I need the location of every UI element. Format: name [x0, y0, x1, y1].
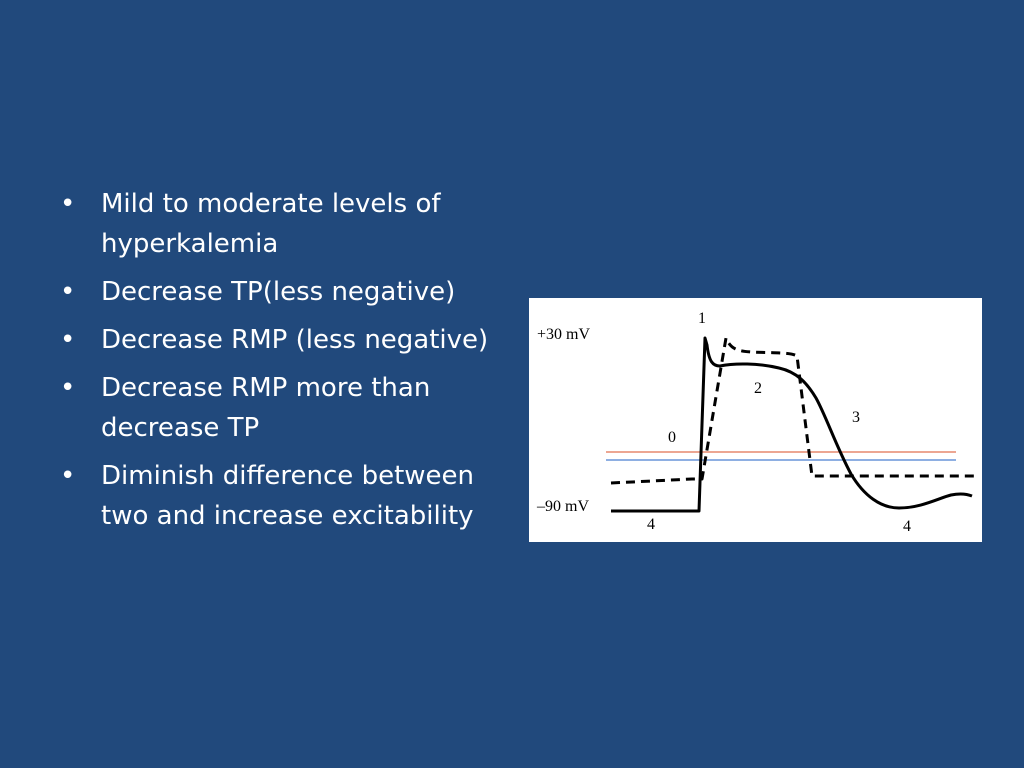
- phase-0-label: 0: [668, 429, 676, 446]
- bullet-text: Mild to moderate levels of hyperkalemia: [101, 189, 441, 259]
- bullet-item: • Decrease TP(less negative): [60, 272, 500, 312]
- plus-30mv-label: +30 mV: [537, 326, 590, 343]
- bullet-list: • Mild to moderate levels of hyperkalemi…: [60, 184, 500, 544]
- bullet-item: • Decrease RMP (less negative): [60, 320, 500, 360]
- phase-2-label: 2: [754, 380, 762, 397]
- bullet-item: • Decrease RMP more than decrease TP: [60, 368, 500, 448]
- hyperkalemia-action-potential-curve: [610, 336, 976, 485]
- minus-90mv-label: –90 mV: [536, 498, 589, 515]
- bullet-item: • Diminish difference between two and in…: [60, 456, 500, 536]
- bullet-icon: •: [60, 189, 76, 219]
- bullet-icon: •: [60, 277, 76, 307]
- action-potential-diagram: +30 mV –90 mV 1 2 3 0 4 4: [536, 310, 976, 535]
- bullet-icon: •: [60, 461, 76, 491]
- phase-3-label: 3: [852, 409, 860, 426]
- bullet-icon: •: [60, 373, 76, 403]
- phase-4-right-label: 4: [903, 518, 911, 535]
- bullet-icon: •: [60, 325, 76, 355]
- bullet-item: • Mild to moderate levels of hyperkalemi…: [60, 184, 500, 264]
- normal-action-potential-curve: [611, 336, 973, 513]
- phase-1-label: 1: [698, 310, 706, 327]
- phase-4-left-label: 4: [647, 516, 655, 533]
- bullet-text: Decrease TP(less negative): [101, 277, 456, 307]
- bullet-text: Decrease RMP (less negative): [101, 325, 489, 355]
- action-potential-figure: +30 mV –90 mV 1 2 3 0 4 4: [529, 298, 982, 542]
- bullet-text: Decrease RMP more than decrease TP: [101, 373, 431, 443]
- bullet-text: Diminish difference between two and incr…: [101, 461, 475, 531]
